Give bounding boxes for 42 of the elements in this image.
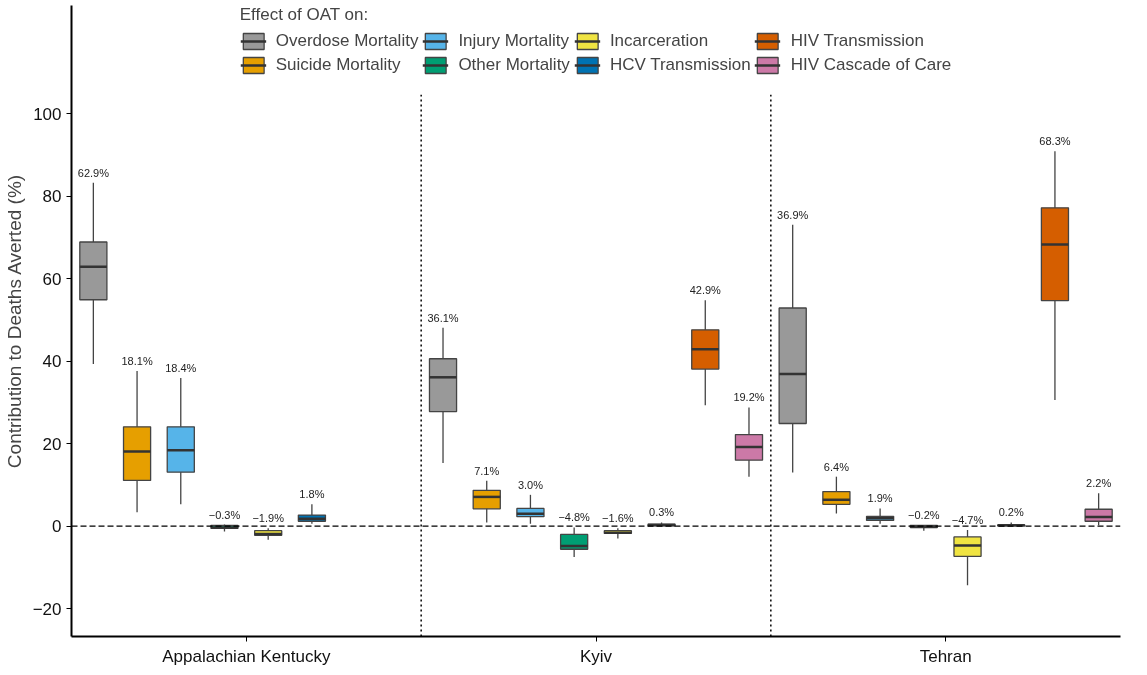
text: −1.6%	[602, 512, 634, 525]
y-tick-label: 60	[42, 269, 62, 289]
text: 1.8%	[299, 488, 325, 501]
text: −0.3%	[208, 508, 241, 521]
text: −4.7%	[951, 513, 984, 526]
legend-label: Other Mortality	[458, 55, 570, 75]
text: 3.0%	[517, 478, 543, 491]
legend-label: Incarceration	[609, 31, 709, 51]
legend-label: Overdose Mortality	[275, 31, 419, 51]
y-axis-title: Contribution to Deaths Averted (%)	[3, 174, 25, 469]
text: 42.9%	[689, 284, 721, 297]
text: −0.2%	[908, 508, 940, 521]
text: 18.4%	[165, 362, 197, 375]
legend-label: Suicide Mortality	[275, 55, 401, 75]
y-tick-label: 0	[52, 517, 62, 537]
text: 62.9%	[77, 166, 109, 179]
legend-title: Effect of OAT on:	[239, 5, 370, 25]
text: 2.2%	[1086, 477, 1112, 490]
legend-label: HIV Transmission	[790, 31, 924, 51]
text: 0.3%	[649, 506, 675, 519]
x-tick-label: Kyiv	[579, 646, 613, 666]
y-tick-label: 80	[42, 187, 62, 207]
text: 36.1%	[427, 311, 459, 324]
legend-label: HIV Cascade of Care	[790, 55, 952, 75]
x-tick-label: Appalachian Kentucky	[162, 646, 331, 666]
text: 18.1%	[121, 355, 153, 368]
y-tick-label: 100	[33, 104, 62, 124]
text: 7.1%	[474, 464, 500, 477]
text: −1.9%	[252, 512, 284, 525]
text: 36.9%	[777, 208, 809, 221]
legend-label: Injury Mortality	[458, 31, 569, 51]
legend-label: HCV Transmission	[609, 55, 751, 75]
text: 6.4%	[823, 460, 849, 473]
y-tick-label: 40	[42, 352, 62, 372]
text: 68.3%	[1039, 135, 1071, 148]
y-tick-label: 20	[42, 434, 62, 454]
x-tick-label: Tehran	[919, 646, 972, 666]
text: 1.9%	[867, 492, 893, 505]
text: 19.2%	[733, 391, 765, 404]
text: 0.2%	[998, 506, 1024, 519]
y-tick-label: −20	[32, 599, 62, 619]
text: −4.8%	[558, 511, 590, 524]
